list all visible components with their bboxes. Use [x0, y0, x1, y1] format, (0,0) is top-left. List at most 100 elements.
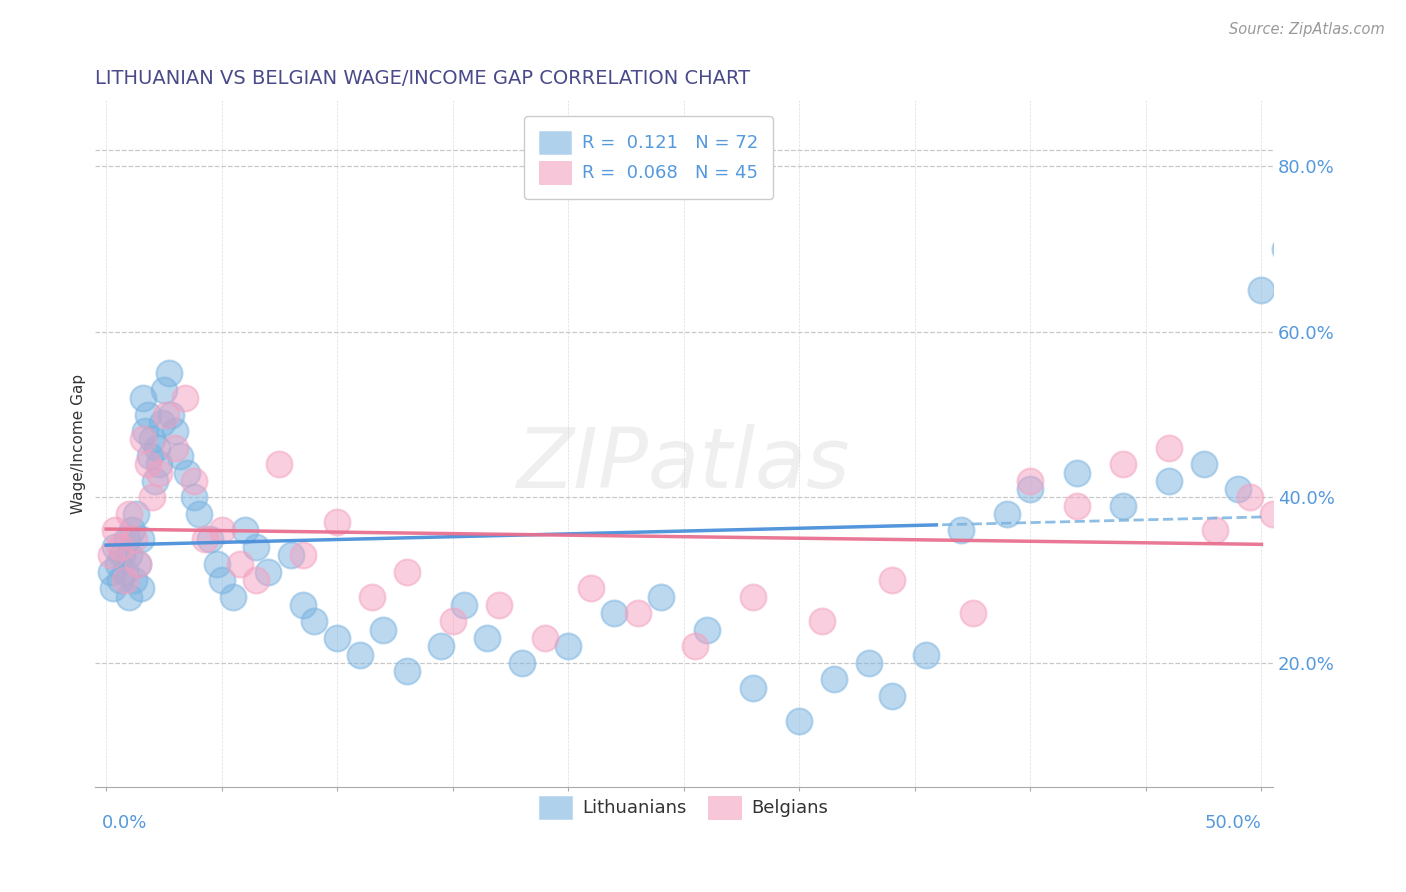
- Point: [742, 590, 765, 604]
- Point: [1261, 507, 1284, 521]
- Point: [395, 565, 418, 579]
- Point: [229, 557, 252, 571]
- Point: [169, 449, 191, 463]
- Point: [187, 507, 209, 521]
- Point: [150, 416, 173, 430]
- Point: [165, 441, 187, 455]
- Point: [136, 457, 159, 471]
- Point: [326, 515, 349, 529]
- Point: [146, 441, 169, 455]
- Point: [194, 532, 217, 546]
- Point: [880, 689, 903, 703]
- Point: [1274, 242, 1296, 256]
- Point: [349, 648, 371, 662]
- Point: [1192, 457, 1215, 471]
- Text: ZIPatlas: ZIPatlas: [517, 424, 851, 505]
- Point: [291, 598, 314, 612]
- Point: [129, 532, 152, 546]
- Point: [198, 532, 221, 546]
- Point: [121, 524, 143, 538]
- Point: [603, 606, 626, 620]
- Point: [100, 565, 122, 579]
- Point: [581, 582, 603, 596]
- Point: [1019, 474, 1042, 488]
- Point: [157, 366, 180, 380]
- Point: [1157, 474, 1180, 488]
- Point: [1331, 499, 1354, 513]
- Point: [291, 548, 314, 562]
- Point: [995, 507, 1018, 521]
- Point: [1157, 441, 1180, 455]
- Point: [915, 648, 938, 662]
- Point: [950, 524, 973, 538]
- Point: [211, 524, 233, 538]
- Point: [280, 548, 302, 562]
- Point: [155, 408, 177, 422]
- Point: [148, 457, 170, 471]
- Point: [858, 656, 880, 670]
- Point: [118, 590, 141, 604]
- Point: [488, 598, 510, 612]
- Point: [302, 615, 325, 629]
- Point: [696, 623, 718, 637]
- Point: [233, 524, 256, 538]
- Point: [326, 631, 349, 645]
- Point: [143, 474, 166, 488]
- Point: [141, 491, 163, 505]
- Point: [477, 631, 499, 645]
- Point: [129, 582, 152, 596]
- Point: [222, 590, 245, 604]
- Point: [100, 548, 122, 562]
- Point: [789, 714, 811, 728]
- Point: [108, 573, 131, 587]
- Point: [139, 449, 162, 463]
- Point: [118, 548, 141, 562]
- Point: [127, 557, 149, 571]
- Point: [1308, 515, 1330, 529]
- Point: [211, 573, 233, 587]
- Text: Source: ZipAtlas.com: Source: ZipAtlas.com: [1229, 22, 1385, 37]
- Point: [173, 391, 195, 405]
- Point: [1204, 524, 1226, 538]
- Point: [742, 681, 765, 695]
- Point: [1227, 482, 1250, 496]
- Point: [114, 573, 136, 587]
- Point: [1296, 259, 1319, 273]
- Point: [183, 474, 205, 488]
- Point: [626, 606, 648, 620]
- Point: [1066, 466, 1088, 480]
- Point: [360, 590, 382, 604]
- Point: [650, 590, 672, 604]
- Point: [134, 424, 156, 438]
- Point: [101, 582, 124, 596]
- Point: [141, 433, 163, 447]
- Point: [114, 565, 136, 579]
- Legend: Lithuanians, Belgians: Lithuanians, Belgians: [531, 789, 835, 826]
- Point: [685, 640, 707, 654]
- Point: [880, 573, 903, 587]
- Point: [127, 557, 149, 571]
- Point: [430, 640, 453, 654]
- Point: [1285, 623, 1308, 637]
- Point: [165, 424, 187, 438]
- Point: [1112, 499, 1135, 513]
- Point: [136, 408, 159, 422]
- Point: [1239, 491, 1261, 505]
- Point: [257, 565, 280, 579]
- Point: [245, 573, 267, 587]
- Point: [205, 557, 228, 571]
- Text: 0.0%: 0.0%: [101, 814, 146, 832]
- Point: [125, 507, 148, 521]
- Point: [1019, 482, 1042, 496]
- Point: [1354, 482, 1376, 496]
- Point: [1250, 284, 1272, 298]
- Text: 50.0%: 50.0%: [1205, 814, 1261, 832]
- Point: [148, 466, 170, 480]
- Point: [132, 391, 155, 405]
- Point: [269, 457, 291, 471]
- Point: [122, 573, 145, 587]
- Point: [111, 548, 134, 562]
- Y-axis label: Wage/Income Gap: Wage/Income Gap: [72, 374, 86, 514]
- Point: [1112, 457, 1135, 471]
- Text: LITHUANIAN VS BELGIAN WAGE/INCOME GAP CORRELATION CHART: LITHUANIAN VS BELGIAN WAGE/INCOME GAP CO…: [94, 69, 749, 87]
